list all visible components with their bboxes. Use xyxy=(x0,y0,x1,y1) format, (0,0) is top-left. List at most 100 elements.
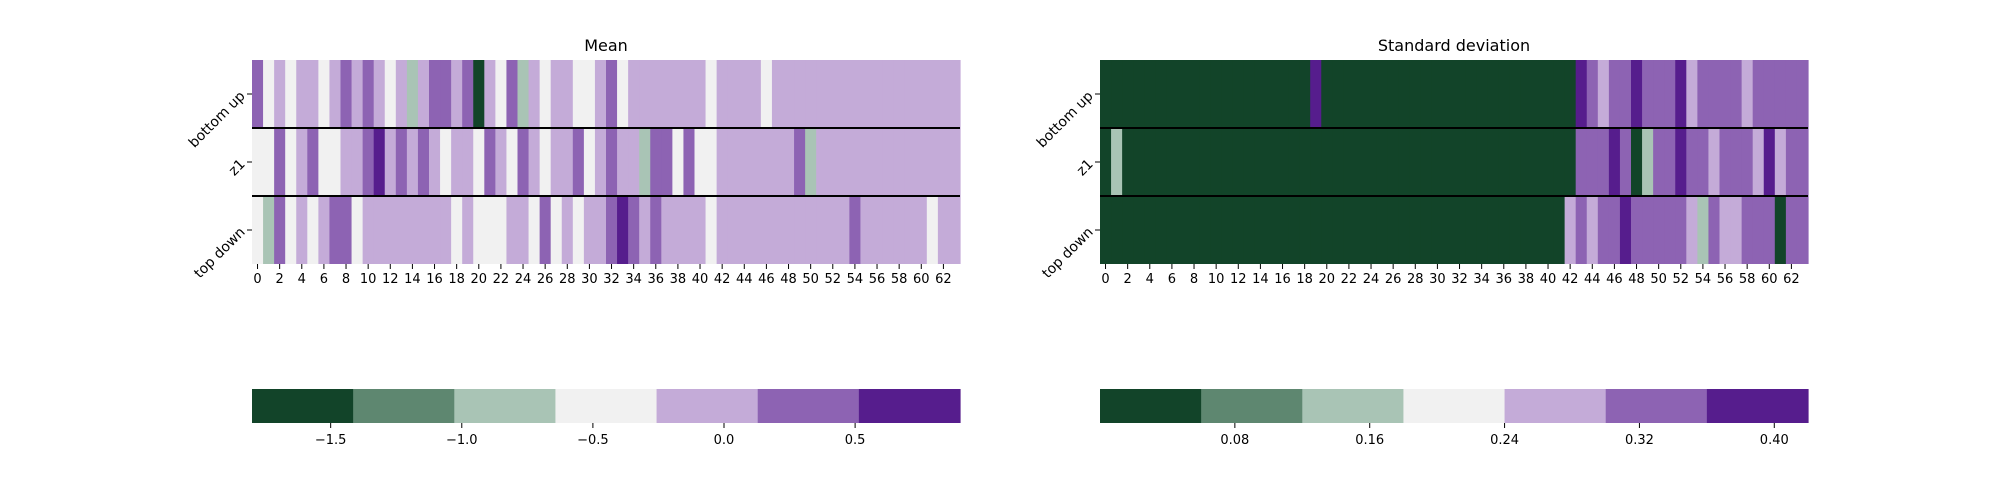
colorbar-tick-label: −1.5 xyxy=(315,433,347,448)
x-tick-label: 38 xyxy=(1518,272,1535,287)
heatmap-cell xyxy=(528,128,541,196)
colorbar-tick-label: 0.16 xyxy=(1355,433,1384,448)
heatmap-cell xyxy=(263,128,275,196)
heatmap-cell xyxy=(1321,196,1333,264)
heatmap-cell xyxy=(783,128,795,196)
colorbar-segment xyxy=(454,389,557,423)
heatmap-cell xyxy=(882,60,895,128)
heatmap-cell xyxy=(462,196,474,264)
heatmap-cell xyxy=(849,196,862,264)
heatmap-cell xyxy=(451,60,463,128)
x-tick-label: 46 xyxy=(1606,272,1623,287)
heatmap-cell xyxy=(417,60,430,128)
heatmap-cell xyxy=(1177,128,1190,196)
heatmap-cell xyxy=(1564,196,1577,264)
heatmap-cell xyxy=(1509,196,1521,264)
row-label: z1 xyxy=(1074,156,1097,179)
heatmap-cell xyxy=(1774,60,1787,128)
colorbar-tick-label: 0.08 xyxy=(1220,433,1249,448)
heatmap-cell xyxy=(1730,128,1743,196)
heatmap-cell xyxy=(1398,196,1411,264)
heatmap-cell xyxy=(738,60,751,128)
x-tick-label: 50 xyxy=(1650,272,1667,287)
heatmap-cell xyxy=(528,196,541,264)
heatmap-cell xyxy=(1221,60,1234,128)
heatmap-cell xyxy=(285,196,297,264)
heatmap-cell xyxy=(926,196,939,264)
row-label: bottom up xyxy=(1034,88,1097,151)
heatmap-cell xyxy=(694,60,707,128)
x-tick-label: 40 xyxy=(1540,272,1557,287)
heatmap-cell xyxy=(1697,196,1710,264)
heatmap-cell xyxy=(1586,128,1599,196)
heatmap-cell xyxy=(1332,60,1344,128)
heatmap-cell xyxy=(838,128,850,196)
heatmap-cell xyxy=(1299,60,1311,128)
heatmap-cell xyxy=(1420,60,1433,128)
heatmap-cell xyxy=(351,128,364,196)
heatmap-cell xyxy=(1442,196,1455,264)
heatmap-cell xyxy=(1553,128,1566,196)
heatmap-cell xyxy=(440,196,452,264)
heatmap-cell xyxy=(915,60,928,128)
heatmap-cell xyxy=(1730,196,1743,264)
heatmap-cell xyxy=(1277,60,1289,128)
heatmap-cell xyxy=(1232,60,1245,128)
heatmap-cell xyxy=(1221,196,1234,264)
heatmap-cell xyxy=(1332,196,1344,264)
heatmap-cell xyxy=(948,196,961,264)
heatmap-cell xyxy=(805,60,817,128)
heatmap-cell xyxy=(373,60,386,128)
heatmap-cell xyxy=(1719,128,1732,196)
heatmap-cell xyxy=(672,60,685,128)
colorbar-tick-label: 0.40 xyxy=(1760,433,1789,448)
x-tick-label: 6 xyxy=(320,272,328,287)
heatmap-cell xyxy=(1166,60,1179,128)
x-tick-label: 58 xyxy=(1739,272,1756,287)
heatmap-cell xyxy=(1343,196,1356,264)
heatmap-cell xyxy=(639,128,651,196)
heatmap-cell xyxy=(495,128,508,196)
x-tick-label: 2 xyxy=(276,272,284,287)
heatmap-cell xyxy=(617,60,629,128)
heatmap-cell xyxy=(252,60,264,128)
heatmap-cell xyxy=(1476,60,1488,128)
heatmap-row-z1 xyxy=(1100,128,1809,196)
heatmap-cell xyxy=(705,128,718,196)
heatmap-cell xyxy=(1697,60,1710,128)
heatmap-cell xyxy=(1465,128,1477,196)
row-label: top down xyxy=(191,224,248,281)
x-tick-label: 30 xyxy=(1429,272,1446,287)
x-tick-label: 32 xyxy=(603,272,620,287)
heatmap-cell xyxy=(506,196,519,264)
heatmap-cell xyxy=(484,60,496,128)
row-label: bottom up xyxy=(186,88,249,151)
heatmap-cell xyxy=(340,60,353,128)
heatmap-cell xyxy=(1796,196,1809,264)
heatmap-cell xyxy=(307,128,319,196)
heatmap-cell xyxy=(296,128,308,196)
colorbar-segment xyxy=(1302,389,1405,423)
heatmap-cell xyxy=(252,196,264,264)
heatmap-cell xyxy=(1785,196,1798,264)
heatmap-cell xyxy=(1487,60,1499,128)
x-tick-label: 42 xyxy=(1562,272,1579,287)
heatmap-cell xyxy=(351,60,364,128)
heatmap-cell xyxy=(915,128,928,196)
heatmap-cell xyxy=(1199,60,1212,128)
heatmap-cell xyxy=(1321,60,1333,128)
heatmap-cell xyxy=(1343,128,1356,196)
heatmap-cell xyxy=(1376,60,1389,128)
heatmap-cell xyxy=(1586,60,1599,128)
heatmap-cell xyxy=(926,60,939,128)
x-tick-label: 52 xyxy=(825,272,842,287)
heatmap-cell xyxy=(1520,128,1533,196)
heatmap-cell xyxy=(1111,60,1123,128)
heatmap-cell xyxy=(406,128,419,196)
heatmap-cell xyxy=(1509,128,1521,196)
heatmap-cell xyxy=(1586,196,1599,264)
heatmap-cell xyxy=(650,60,662,128)
heatmap-cell xyxy=(1431,196,1444,264)
